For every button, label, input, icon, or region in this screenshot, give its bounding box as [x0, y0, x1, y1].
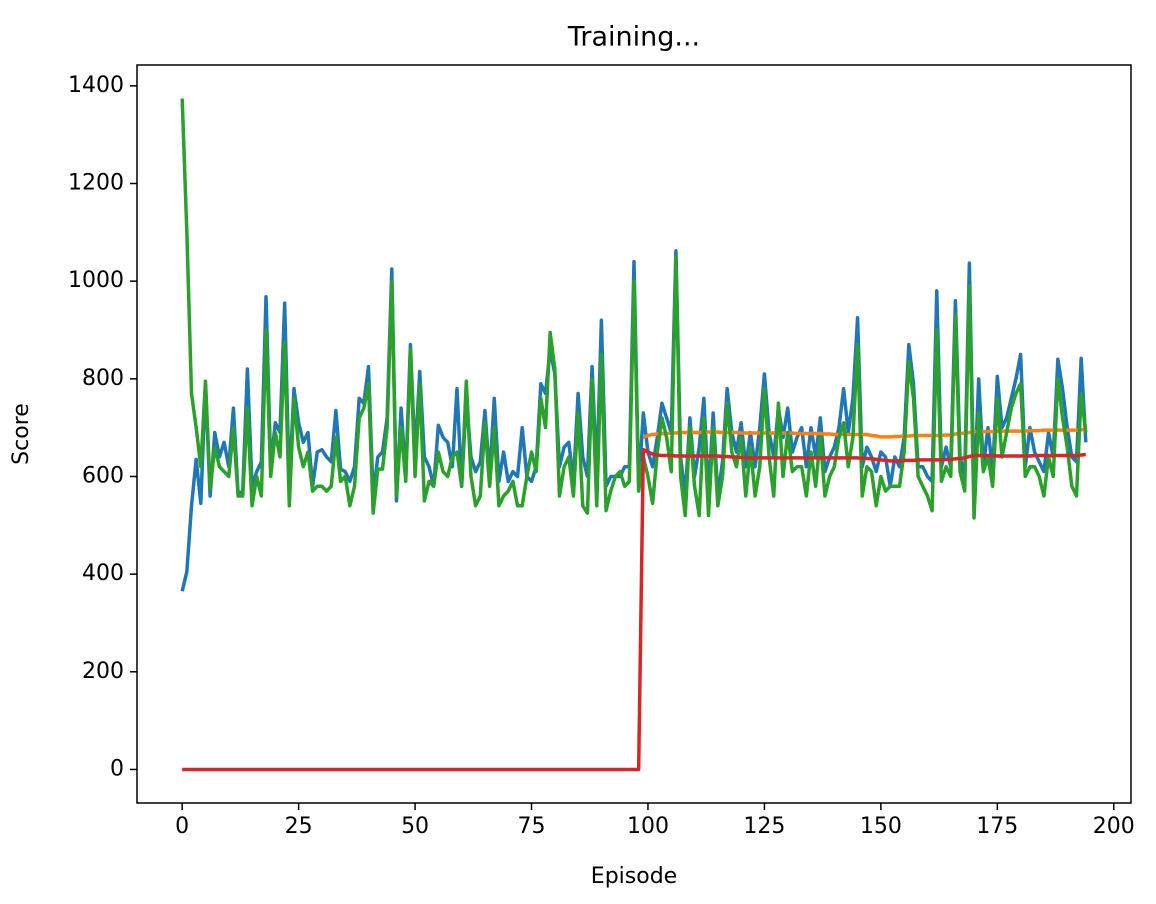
x-tick-label: 50	[401, 814, 429, 839]
x-tick-label: 75	[518, 814, 546, 839]
x-tick-label: 175	[976, 814, 1018, 839]
y-tick-label: 200	[82, 659, 124, 684]
chart-title: Training...	[567, 22, 700, 53]
series-line	[182, 447, 1087, 772]
x-tick-label: 0	[175, 814, 189, 839]
plot-frame	[136, 64, 1132, 804]
y-tick-label: 0	[110, 756, 124, 781]
series-line	[642, 427, 1086, 440]
x-axis-label: Episode	[591, 864, 677, 889]
y-tick-label: 800	[82, 366, 124, 391]
x-tick-label: 25	[285, 814, 313, 839]
y-tick-label: 1000	[68, 268, 124, 293]
x-tick-label: 100	[627, 814, 669, 839]
x-tick-label: 200	[1093, 814, 1135, 839]
y-tick-label: 1400	[68, 73, 124, 98]
y-tick-label: 600	[82, 463, 124, 488]
series-line	[180, 98, 1088, 520]
x-tick-label: 150	[860, 814, 902, 839]
y-axis-label: Score	[9, 403, 34, 465]
y-tick-label: 1200	[68, 171, 124, 196]
y-tick-label: 400	[82, 561, 124, 586]
x-tick-label: 125	[743, 814, 785, 839]
